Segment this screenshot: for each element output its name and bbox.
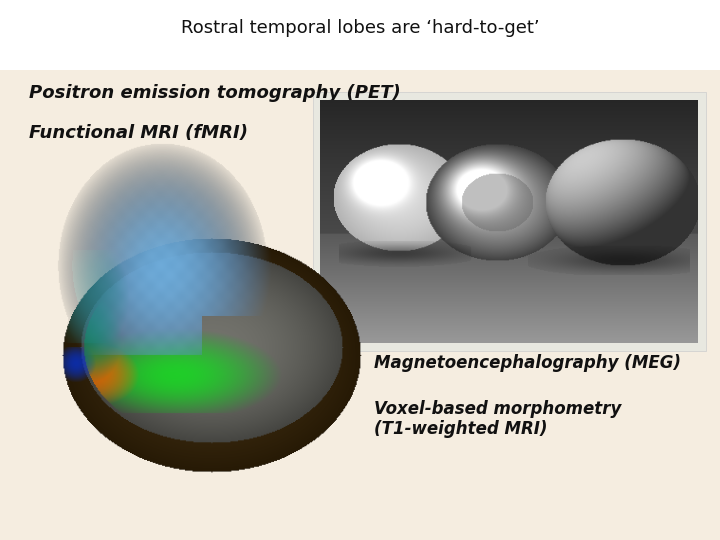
Text: Positron emission tomography (PET): Positron emission tomography (PET) xyxy=(29,84,400,102)
FancyBboxPatch shape xyxy=(0,0,720,70)
Text: Rostral temporal lobes are ‘hard-to-get’: Rostral temporal lobes are ‘hard-to-get’ xyxy=(181,19,539,37)
FancyBboxPatch shape xyxy=(313,92,706,351)
Text: Functional MRI (fMRI): Functional MRI (fMRI) xyxy=(29,124,248,142)
Text: Voxel-based morphometry
(T1‑weighted MRI): Voxel-based morphometry (T1‑weighted MRI… xyxy=(374,400,622,438)
Text: Magnetoencephalography (MEG): Magnetoencephalography (MEG) xyxy=(374,354,681,372)
